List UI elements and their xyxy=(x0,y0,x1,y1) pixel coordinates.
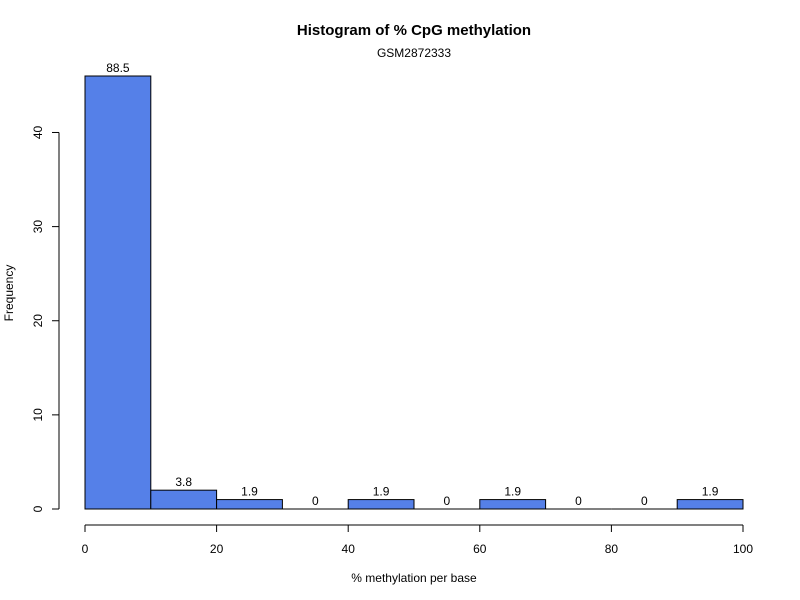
bar-value-label: 0 xyxy=(444,494,451,508)
bars-group xyxy=(84,75,744,510)
bar-labels-group: 88.5 3.8 1.9 0 1.9 0 1.9 0 0 1.9 xyxy=(106,61,719,508)
histogram-bar xyxy=(150,489,218,510)
bar-value-label: 1.9 xyxy=(241,485,258,499)
x-tick-label: 20 xyxy=(210,542,224,556)
bar-value-label: 0 xyxy=(641,494,648,508)
bar-value-label: 88.5 xyxy=(106,61,130,75)
bar-value-label: 1.9 xyxy=(702,485,719,499)
y-axis-label: Frequency xyxy=(2,265,16,322)
y-tick-label: 10 xyxy=(31,408,45,422)
histogram-bar xyxy=(479,499,547,510)
chart-title: Histogram of % CpG methylation xyxy=(297,22,531,39)
bar-value-label: 1.9 xyxy=(373,485,390,499)
y-tick-label: 20 xyxy=(31,314,45,328)
x-tick-label: 0 xyxy=(82,542,89,556)
bar-value-label: 0 xyxy=(312,494,319,508)
chart-subtitle: GSM2872333 xyxy=(377,46,451,60)
y-tick-label: 0 xyxy=(31,505,45,512)
y-tick-label: 40 xyxy=(31,125,45,139)
x-tick-label: 80 xyxy=(605,542,619,556)
x-tick-label: 60 xyxy=(473,542,487,556)
x-tick-label: 100 xyxy=(733,542,753,556)
histogram-bar xyxy=(347,499,415,510)
y-axis: 0 10 20 30 40 xyxy=(31,125,60,512)
bar-value-label: 3.8 xyxy=(175,475,192,489)
bar-value-label: 1.9 xyxy=(504,485,521,499)
histogram-bar xyxy=(84,75,152,510)
histogram-bar xyxy=(216,499,283,510)
x-axis: 0 20 40 60 80 100 xyxy=(82,524,753,556)
histogram-bar xyxy=(676,499,744,510)
x-axis-label: % methylation per base xyxy=(351,571,477,585)
x-tick-label: 40 xyxy=(342,542,356,556)
y-tick-label: 30 xyxy=(31,220,45,234)
bar-value-label: 0 xyxy=(575,494,582,508)
